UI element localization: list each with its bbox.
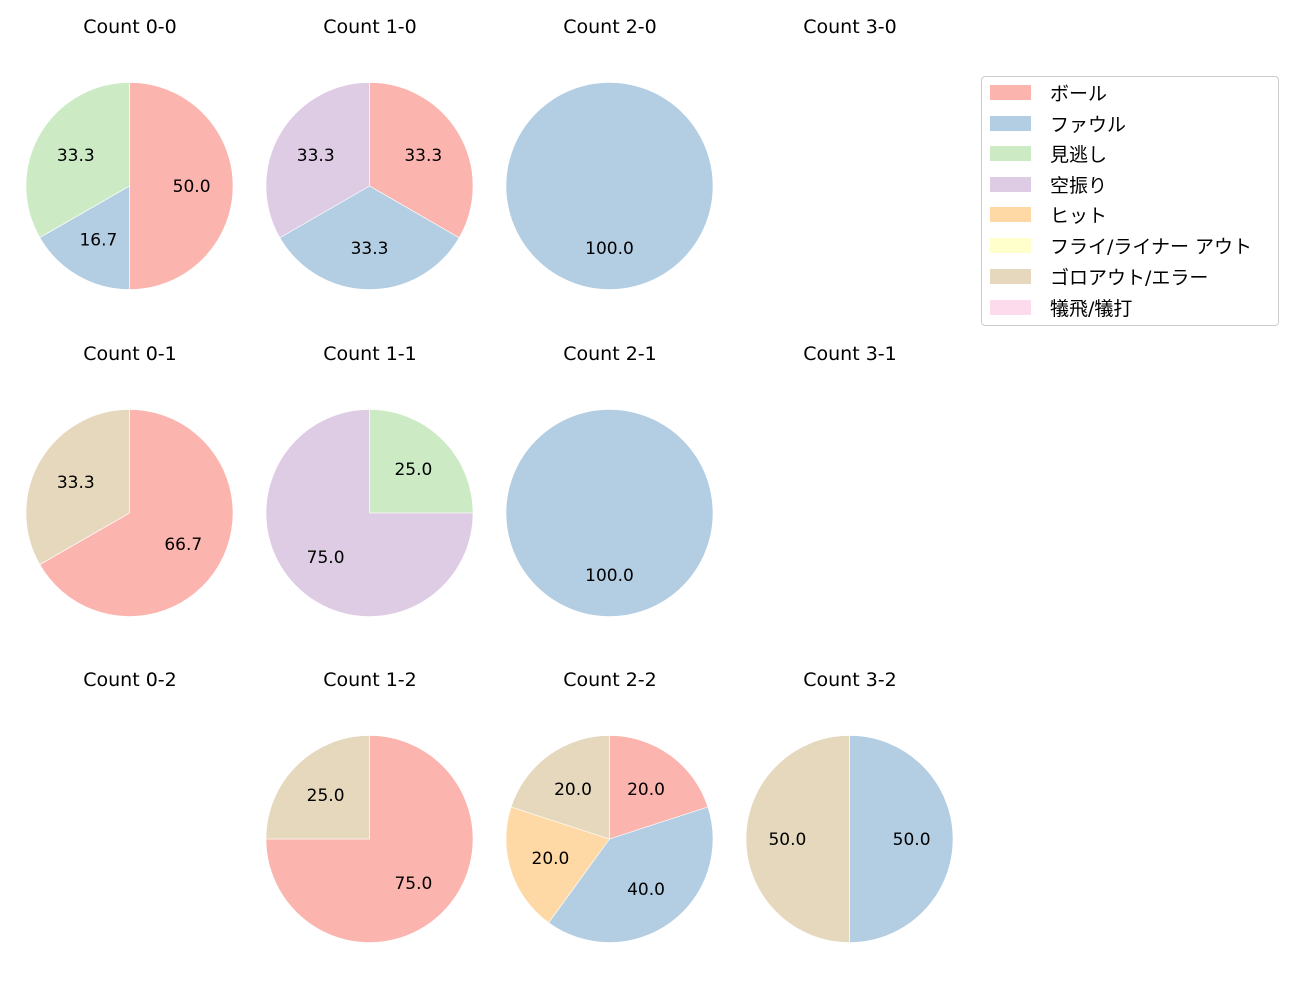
pie-slice-label: 16.7 bbox=[79, 231, 117, 251]
pie-title: Count 0-0 bbox=[83, 16, 177, 38]
pie-slice-label: 50.0 bbox=[893, 830, 931, 850]
pie-slice-label: 25.0 bbox=[394, 460, 432, 480]
pie-chart: Count 2-1 100.0 bbox=[500, 327, 740, 653]
pie-slice bbox=[129, 82, 234, 290]
pie-slice-label: 20.0 bbox=[532, 849, 570, 869]
pie-title: Count 0-1 bbox=[83, 343, 177, 365]
pie-slice bbox=[505, 409, 714, 617]
legend-item: フライ/ライナー アウト bbox=[990, 234, 1253, 258]
legend-swatch bbox=[990, 176, 1031, 192]
pie-slice bbox=[265, 82, 370, 239]
pie-slice-label: 50.0 bbox=[768, 830, 806, 850]
legend-label: 空振り bbox=[1050, 174, 1108, 197]
legend-label: 犠飛/犠打 bbox=[1050, 297, 1133, 320]
pie-title: Count 1-2 bbox=[323, 669, 417, 691]
pie-title: Count 3-0 bbox=[803, 16, 897, 38]
pie-slice-label: 33.3 bbox=[351, 239, 389, 259]
pie-title: Count 2-0 bbox=[563, 16, 657, 38]
pie-slice-label: 20.0 bbox=[554, 780, 592, 800]
pie-slice-label: 100.0 bbox=[585, 239, 634, 259]
pie-slice bbox=[745, 735, 850, 943]
pie-slice-label: 40.0 bbox=[627, 880, 665, 900]
pie-slice-label: 25.0 bbox=[307, 786, 345, 806]
pie-title: Count 3-1 bbox=[803, 343, 897, 365]
legend-swatch bbox=[990, 268, 1031, 284]
pie-chart: Count 1-1 25.0 75.0 bbox=[260, 327, 500, 653]
pie-slice bbox=[369, 409, 474, 514]
pie-slice-label: 33.3 bbox=[297, 146, 335, 166]
pie-slice bbox=[369, 82, 474, 239]
legend-swatch bbox=[990, 206, 1031, 222]
pie-title: Count 1-0 bbox=[323, 16, 417, 38]
pie-chart: Count 3-2 50.0 50.0 bbox=[740, 653, 980, 979]
pie-slice bbox=[39, 409, 234, 617]
legend-item: ヒット bbox=[990, 203, 1108, 227]
legend-item: 空振り bbox=[990, 173, 1108, 197]
pie-chart: Count 3-1 bbox=[740, 327, 980, 653]
legend-swatch bbox=[990, 84, 1031, 100]
pie-title: Count 0-2 bbox=[83, 669, 177, 691]
legend-label: ゴロアウト/エラー bbox=[1050, 266, 1209, 289]
pie-slice bbox=[265, 735, 474, 943]
pie-slice bbox=[548, 806, 714, 943]
legend-item: 犠飛/犠打 bbox=[990, 296, 1133, 320]
pie-slice-label: 33.3 bbox=[57, 146, 95, 166]
pie-chart: Count 2-2 20.0 40.0 20.0 20.0 bbox=[500, 653, 740, 979]
legend-swatch bbox=[990, 237, 1031, 253]
pie-chart: Count 1-0 33.3 33.3 33.3 bbox=[260, 0, 500, 326]
pie-slice bbox=[25, 82, 130, 238]
pie-slice bbox=[265, 409, 474, 617]
legend-item: ボール bbox=[990, 81, 1108, 105]
pie-slice bbox=[265, 735, 370, 840]
legend-label: ヒット bbox=[1050, 204, 1108, 227]
legend-swatch bbox=[990, 299, 1031, 315]
pie-chart: Count 3-0 bbox=[740, 0, 980, 326]
legend-item: 見逃し bbox=[990, 142, 1108, 166]
legend-label: ファウル bbox=[1050, 113, 1127, 136]
chart-legend: ボール ファウル 見逃し 空振り ヒット フライ/ライナー アウト ゴロアウト/… bbox=[981, 76, 1279, 326]
pie-slice bbox=[849, 735, 954, 943]
pie-title: Count 3-2 bbox=[803, 669, 897, 691]
pie-slice-label: 75.0 bbox=[394, 874, 432, 894]
pie-slice bbox=[505, 806, 610, 924]
legend-swatch bbox=[990, 145, 1031, 161]
legend-swatch bbox=[990, 115, 1031, 131]
pie-chart: Count 2-0 100.0 bbox=[500, 0, 740, 326]
pie-slice-label: 33.3 bbox=[57, 473, 95, 493]
pie-slice-label: 66.7 bbox=[164, 535, 202, 555]
legend-label: フライ/ライナー アウト bbox=[1050, 235, 1253, 258]
pie-chart: Count 0-2 bbox=[20, 653, 260, 979]
pie-title: Count 2-2 bbox=[563, 669, 657, 691]
pie-chart: Count 0-0 50.0 16.7 33.3 bbox=[20, 0, 260, 326]
pie-slice bbox=[39, 185, 130, 290]
pie-chart: Count 1-2 75.0 25.0 bbox=[260, 653, 500, 979]
legend-label: ボール bbox=[1050, 82, 1108, 105]
pie-slice bbox=[510, 735, 610, 840]
pie-slice-label: 75.0 bbox=[307, 548, 345, 568]
pie-slice bbox=[505, 82, 714, 290]
pie-slice bbox=[25, 409, 130, 565]
legend-item: ゴロアウト/エラー bbox=[990, 265, 1209, 289]
pie-slice-label: 100.0 bbox=[585, 566, 634, 586]
legend-label: 見逃し bbox=[1050, 143, 1108, 166]
pie-slice-label: 20.0 bbox=[627, 780, 665, 800]
pie-chart: Count 0-1 66.7 33.3 bbox=[20, 327, 260, 653]
pie-slice-label: 33.3 bbox=[404, 146, 442, 166]
legend-item: ファウル bbox=[990, 112, 1127, 136]
pie-title: Count 1-1 bbox=[323, 343, 417, 365]
pie-title: Count 2-1 bbox=[563, 343, 657, 365]
pie-slice bbox=[609, 735, 709, 840]
pie-slice-label: 50.0 bbox=[173, 177, 211, 197]
